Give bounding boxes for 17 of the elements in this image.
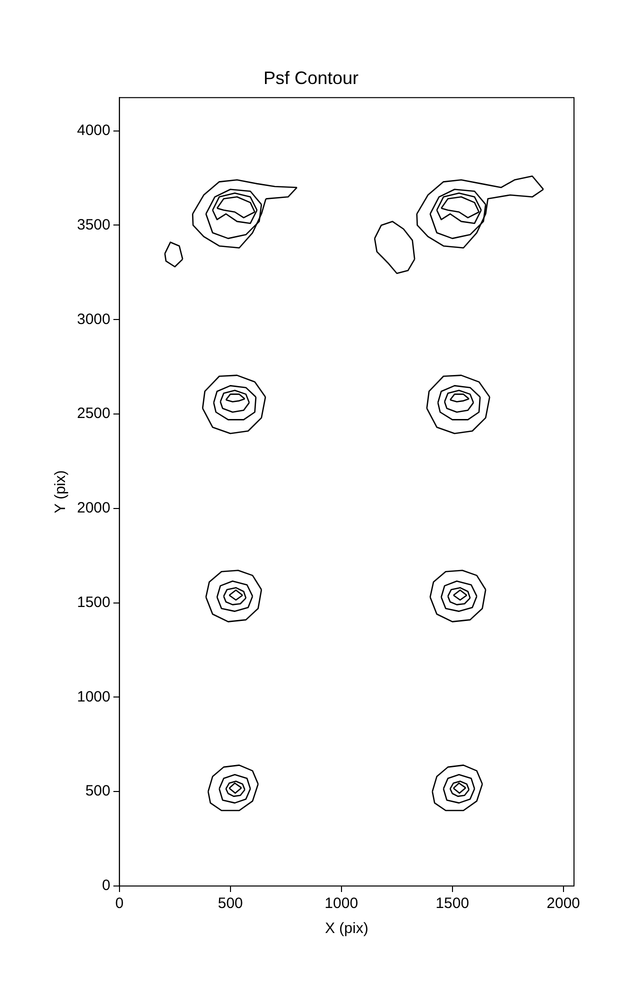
y-tick-label: 0 — [102, 877, 110, 894]
y-tick-label: 500 — [85, 782, 110, 800]
y-tick-label: 2500 — [76, 405, 110, 422]
y-tick-label: 4000 — [76, 122, 110, 139]
y-tick-label: 3500 — [76, 216, 110, 234]
x-tick-label: 0 — [115, 895, 124, 912]
y-tick-label: 3000 — [76, 310, 110, 328]
x-tick-label: 1000 — [324, 895, 358, 912]
x-tick-label: 1500 — [436, 895, 470, 912]
x-tick-label: 2000 — [546, 895, 580, 912]
y-tick-label: 1000 — [76, 688, 110, 706]
y-tick-label: 2000 — [76, 500, 110, 517]
x-axis-title: X (pix) — [325, 920, 368, 938]
chart-title: Psf Contour — [263, 68, 359, 88]
y-axis-title: Y (pix) — [52, 470, 70, 514]
x-tick-label: 500 — [218, 895, 243, 912]
y-tick-label: 1500 — [76, 594, 110, 611]
